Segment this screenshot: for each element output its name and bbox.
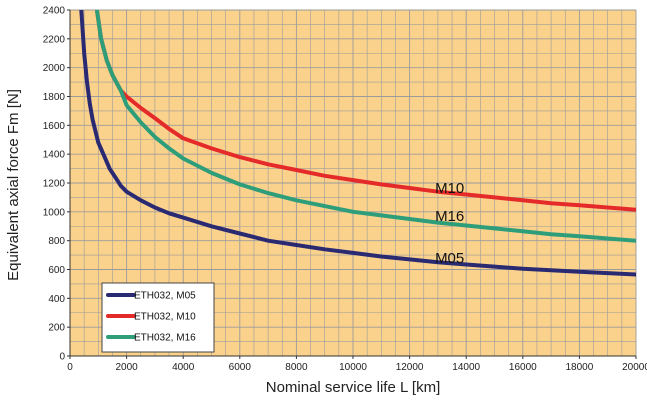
x-tick-label: 10000	[339, 362, 367, 373]
x-tick-label: 4000	[172, 362, 195, 373]
y-tick-label: 1600	[43, 121, 66, 132]
legend: ETH032, M05 ETH032, M10 ETH032, M16	[101, 282, 215, 353]
series-annotation-m10: M10	[435, 180, 464, 197]
x-tick-label: 16000	[509, 362, 537, 373]
x-tick-label: 14000	[452, 362, 480, 373]
y-tick-label: 0	[59, 352, 65, 363]
y-tick-label: 1000	[43, 207, 66, 218]
x-tick-label: 18000	[565, 362, 593, 373]
y-tick-label: 2400	[43, 6, 66, 17]
legend-label: ETH032, M16	[134, 333, 196, 344]
series-annotation-m05: M05	[435, 250, 464, 267]
x-tick-label: 2000	[115, 362, 138, 373]
y-tick-label: 2000	[43, 63, 66, 74]
series-line-m05	[79, 10, 636, 277]
legend-label: ETH032, M05	[134, 291, 196, 302]
data-series	[79, 10, 636, 277]
x-tick-label: 6000	[229, 362, 252, 373]
y-tick-label: 400	[48, 294, 65, 305]
x-axis-title: Nominal service life L [km]	[266, 379, 441, 396]
y-tick-label: 800	[48, 236, 65, 247]
y-axis-ticks: 0 200 400 600 800 1000 1200 1400 1600 1800 2000 220…	[43, 6, 70, 363]
x-tick-label: 8000	[285, 362, 308, 373]
x-axis-ticks: 0 2000 4000 6000 8000 10000 12000 14000 16000 180…	[67, 356, 647, 373]
series-annotations: M10 M16 M05	[435, 180, 464, 267]
y-tick-label: 1800	[43, 92, 66, 103]
y-tick-label: 1400	[43, 150, 66, 161]
y-tick-label: 200	[48, 323, 65, 334]
x-tick-label: 0	[67, 362, 73, 373]
legend-label: ETH032, M10	[134, 312, 196, 323]
y-tick-label: 2200	[43, 34, 66, 45]
series-line-m16	[94, 10, 636, 243]
y-tick-label: 600	[48, 265, 65, 276]
series-annotation-m16: M16	[435, 208, 464, 225]
x-tick-label: 12000	[396, 362, 424, 373]
y-axis-title: Equivalent axial force Fm [N]	[5, 89, 22, 281]
y-tick-label: 1200	[43, 179, 66, 190]
